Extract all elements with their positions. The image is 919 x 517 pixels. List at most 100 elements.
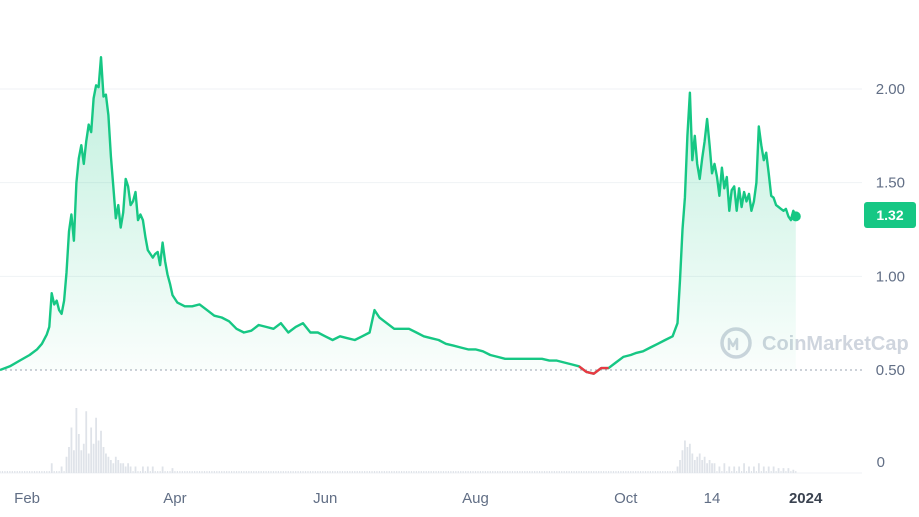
y-axis-ticks: 2.00 1.50 1.00 0.50 0 bbox=[876, 81, 905, 471]
volume-bar bbox=[58, 471, 60, 473]
volume-bar bbox=[129, 466, 132, 473]
volume-bar bbox=[351, 471, 353, 473]
volume-bar bbox=[270, 471, 272, 473]
volume-bar bbox=[748, 466, 750, 473]
volume-bar bbox=[733, 471, 735, 473]
volume-bar bbox=[139, 471, 142, 473]
volume-bar bbox=[723, 471, 725, 473]
volume-bar bbox=[97, 471, 100, 473]
volume-bar bbox=[324, 471, 326, 473]
volume-bar bbox=[768, 471, 770, 473]
volume-bar bbox=[95, 417, 97, 473]
volume-bar bbox=[80, 471, 82, 473]
volume-bar bbox=[701, 471, 703, 473]
volume-bar bbox=[125, 471, 127, 473]
volume-bar bbox=[238, 471, 240, 473]
volume-bar bbox=[430, 471, 432, 473]
x-tick-label: 2024 bbox=[789, 490, 823, 507]
volume-bar bbox=[635, 471, 637, 473]
volume-bar bbox=[400, 471, 403, 473]
volume-bar bbox=[290, 471, 292, 473]
volume-bar bbox=[450, 471, 452, 473]
volume-bar bbox=[33, 471, 36, 473]
volume-bar bbox=[162, 471, 164, 473]
volume-bar bbox=[0, 471, 1, 473]
volume-bar bbox=[46, 471, 48, 473]
volume-bar bbox=[706, 463, 709, 473]
volume-bar bbox=[73, 471, 75, 473]
volume-bar bbox=[282, 471, 284, 473]
volume-bar bbox=[688, 443, 691, 473]
volume-bar bbox=[617, 471, 620, 473]
x-axis-ticks: Feb Apr Jun Aug Oct 14 2024 bbox=[14, 490, 823, 507]
y-tick-label: 2.00 bbox=[876, 81, 905, 98]
y-tick-label: 1.50 bbox=[876, 175, 905, 192]
volume-bar bbox=[644, 471, 647, 473]
volume-bar bbox=[364, 471, 366, 473]
volume-bar bbox=[68, 471, 70, 473]
volume-bar bbox=[580, 471, 583, 473]
volume-bar bbox=[627, 471, 629, 473]
volume-bar bbox=[484, 471, 486, 473]
volume-bar bbox=[785, 471, 787, 473]
volume-bar bbox=[585, 471, 587, 473]
x-tick-label: Jun bbox=[313, 490, 337, 507]
volume-bar bbox=[184, 471, 186, 473]
volume-bar bbox=[647, 471, 649, 473]
volume-bar bbox=[127, 463, 130, 473]
volume-bar bbox=[610, 471, 612, 473]
volume-bar bbox=[112, 463, 115, 473]
volume-bar bbox=[632, 471, 634, 473]
volume-bar bbox=[603, 471, 605, 473]
volume-bar bbox=[748, 471, 750, 473]
volume-bar bbox=[371, 471, 373, 473]
volume-bar bbox=[489, 471, 491, 473]
volume-bar bbox=[295, 471, 297, 473]
volume-bar bbox=[203, 471, 206, 473]
volume-bar bbox=[302, 471, 304, 473]
volume-bar bbox=[312, 471, 314, 473]
volume-bar bbox=[391, 471, 393, 473]
volume-bar bbox=[235, 471, 238, 473]
volume-bar bbox=[93, 471, 95, 473]
volume-bar bbox=[598, 471, 600, 473]
volume-bar bbox=[50, 463, 53, 473]
volume-bar bbox=[676, 466, 679, 473]
volume-bar bbox=[743, 471, 745, 473]
volume-bar bbox=[317, 471, 319, 473]
volume-bar bbox=[487, 471, 489, 473]
volume-bar bbox=[765, 471, 767, 473]
volume-bar bbox=[657, 471, 659, 473]
volume-bar bbox=[529, 471, 531, 473]
volume-bar bbox=[51, 471, 53, 473]
volume-bar bbox=[511, 471, 514, 473]
volume-bar bbox=[115, 471, 117, 473]
volume-bar bbox=[775, 471, 777, 473]
volume-bar bbox=[359, 471, 361, 473]
volume-bar bbox=[275, 471, 277, 473]
volume-bar bbox=[396, 471, 398, 473]
volume-bar bbox=[332, 471, 334, 473]
volume-bar bbox=[590, 471, 592, 473]
volume-bar bbox=[745, 471, 748, 473]
volume-bar bbox=[467, 471, 469, 473]
volume-bar bbox=[782, 471, 785, 473]
volume-bar bbox=[767, 466, 770, 473]
volume-bar bbox=[287, 471, 289, 473]
volume-bar bbox=[447, 471, 450, 473]
volume-bar bbox=[413, 471, 415, 473]
volume-bar bbox=[85, 411, 88, 473]
volume-tick-label: 0 bbox=[877, 454, 885, 471]
volume-bar bbox=[189, 471, 191, 473]
volume-bar bbox=[497, 471, 499, 473]
line-layer bbox=[0, 56, 801, 375]
volume-bar bbox=[711, 463, 713, 473]
volume-bar bbox=[233, 471, 235, 473]
volume-bar bbox=[65, 456, 68, 473]
volume-bar bbox=[171, 468, 174, 473]
volume-bar bbox=[354, 471, 356, 473]
volume-bar bbox=[716, 471, 718, 473]
price-area-fill bbox=[0, 57, 796, 374]
volume-bar bbox=[129, 471, 132, 473]
